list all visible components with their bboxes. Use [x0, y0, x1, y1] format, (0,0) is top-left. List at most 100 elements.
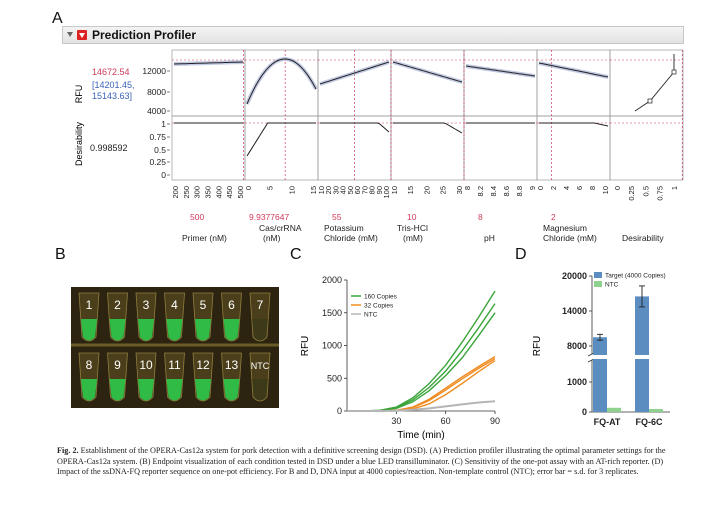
factor-tick-label: 500: [236, 186, 245, 199]
factor-tick-label: 25: [439, 186, 448, 194]
desirability-tick-label: 0.5: [641, 186, 650, 196]
factor-tick-label: 0: [244, 186, 253, 190]
factor-name-line2: pH: [484, 233, 495, 243]
c-x-tick-label: 30: [391, 416, 401, 426]
factor-tick-label: 15: [406, 186, 415, 194]
factor-name-line2: Chloride (mM): [543, 233, 597, 243]
d-bar-target: [635, 296, 649, 412]
tube-fluorescence: [252, 379, 268, 401]
tube: 12: [192, 352, 214, 402]
factor-current-value: 2: [551, 212, 556, 222]
rfu-response-curve: [173, 61, 244, 65]
factor-current-value: 10: [407, 212, 417, 222]
factor-tick-label: 30: [455, 186, 464, 194]
rfu-tick: 4000: [147, 106, 166, 116]
desirability-tick-label: 1: [670, 186, 679, 190]
factor-tick-label: 20: [422, 186, 431, 194]
d-legend-label: Target (4000 Copies): [605, 273, 666, 280]
tube-label: 1: [86, 298, 93, 312]
tube-label: 7: [257, 298, 264, 312]
tube-fluorescence: [138, 379, 154, 401]
factor-tick-label: 90: [375, 186, 384, 194]
tube-fluorescence: [109, 319, 126, 341]
factor-tick-label: 60: [353, 186, 362, 194]
d-legend-swatch: [594, 272, 602, 278]
d-legend-swatch: [594, 281, 602, 287]
desirability-tick: 0.25: [149, 157, 166, 167]
desirability-curve: [246, 122, 316, 157]
factor-tick-label: 250: [182, 186, 191, 199]
tube-fluorescence: [109, 379, 126, 401]
rfu-tick: 8000: [147, 87, 166, 97]
d-y-tick-label: 14000: [562, 306, 587, 316]
c-x-tick-label: 90: [490, 416, 500, 426]
factor-tick-label: 70: [360, 186, 369, 194]
rfu-confidence-band: [245, 57, 318, 105]
desirability-curve: [393, 122, 463, 134]
factor-name-line1: Potassium: [324, 223, 364, 233]
tube-label: 13: [225, 358, 239, 372]
c-series-line: [347, 303, 496, 412]
collapse-toggle-icon[interactable]: [66, 29, 90, 41]
tube: 10: [135, 352, 157, 402]
desirability-x-label: Desirability: [622, 233, 664, 243]
c-legend-label: 32 Copies: [364, 303, 394, 310]
factor-tick-label: 450: [225, 186, 234, 199]
factor-tick-label: 10: [317, 186, 326, 194]
factor-tick-label: 200: [171, 186, 180, 199]
c-y-axis-label: RFU: [300, 336, 311, 357]
factor-tick-label: 4: [562, 186, 571, 190]
d-y-tick-label: 1000: [567, 377, 587, 387]
reporter-bar-chart: 20000 14000 8000 1000 0 FQ-AT FQ-6C Target (4…: [532, 271, 670, 427]
factor-name-line1: Cas/crRNA: [259, 223, 302, 233]
factor-name-line2: (mM): [403, 233, 423, 243]
factor-tick-label: 80: [368, 186, 377, 194]
tube: 3: [135, 292, 157, 342]
desirability-curve: [320, 122, 390, 133]
factor-tick-label: 6: [575, 186, 584, 190]
factor-tick-label: 8: [463, 186, 472, 190]
profiler-cell-desirability: [463, 115, 538, 181]
tube-label: 4: [171, 298, 178, 312]
rfu-response-curve: [246, 58, 317, 105]
factor-tick-label: 2: [549, 186, 558, 190]
tube: 5: [192, 292, 214, 342]
c-legend-label: 160 Copies: [364, 294, 398, 301]
rfu-current-value: 14672.54: [92, 67, 130, 77]
tube-fluorescence: [166, 319, 183, 341]
d-bar-ntc: [649, 409, 663, 412]
desirability-handle: [671, 69, 677, 75]
rfu-response-curve: [465, 65, 536, 77]
tube: 13: [221, 352, 242, 402]
d-legend-label: NTC: [605, 282, 619, 289]
factor-tick-label: 8.2: [476, 186, 485, 196]
rfu-response-curve: [538, 62, 609, 78]
tube-label: 11: [168, 358, 181, 372]
desirability-tick-label: 0.25: [627, 186, 636, 201]
factor-tick-label: 8.4: [489, 186, 498, 196]
tube-fluorescence: [81, 379, 97, 401]
factor-name-line2: (nM): [263, 233, 281, 243]
desirability-current-value: 0.998592: [90, 143, 128, 153]
panel-label-d: D: [515, 246, 527, 263]
factor-tick-label: 350: [203, 186, 212, 199]
sensitivity-line-chart: 0 500 1000 1500 2000 30 60 90 160 Copies 32 Copi…: [300, 275, 500, 441]
tube-label: 12: [196, 358, 210, 372]
c-series-line: [347, 312, 496, 412]
tube-fluorescence: [81, 319, 97, 341]
factor-current-value: 500: [190, 212, 204, 222]
factor-tick-label: 9: [528, 186, 537, 190]
rfu-response-curve: [319, 61, 390, 85]
c-series-line: [347, 400, 496, 412]
tube-fluorescence: [138, 319, 154, 341]
desirability-tick: 0: [161, 170, 166, 180]
factor-current-value: 9.9377647: [249, 212, 289, 222]
desirability-tick: 0.75: [149, 132, 166, 142]
factor-name-line2: Chloride (mM): [324, 233, 378, 243]
tube: 7: [249, 292, 271, 342]
tube: 6: [221, 292, 242, 342]
factor-tick-label: 40: [339, 186, 348, 194]
prediction-profiler: RFU Desirability 14672.54 [14201.45, 151…: [74, 49, 684, 243]
factor-tick-label: 10: [601, 186, 610, 194]
